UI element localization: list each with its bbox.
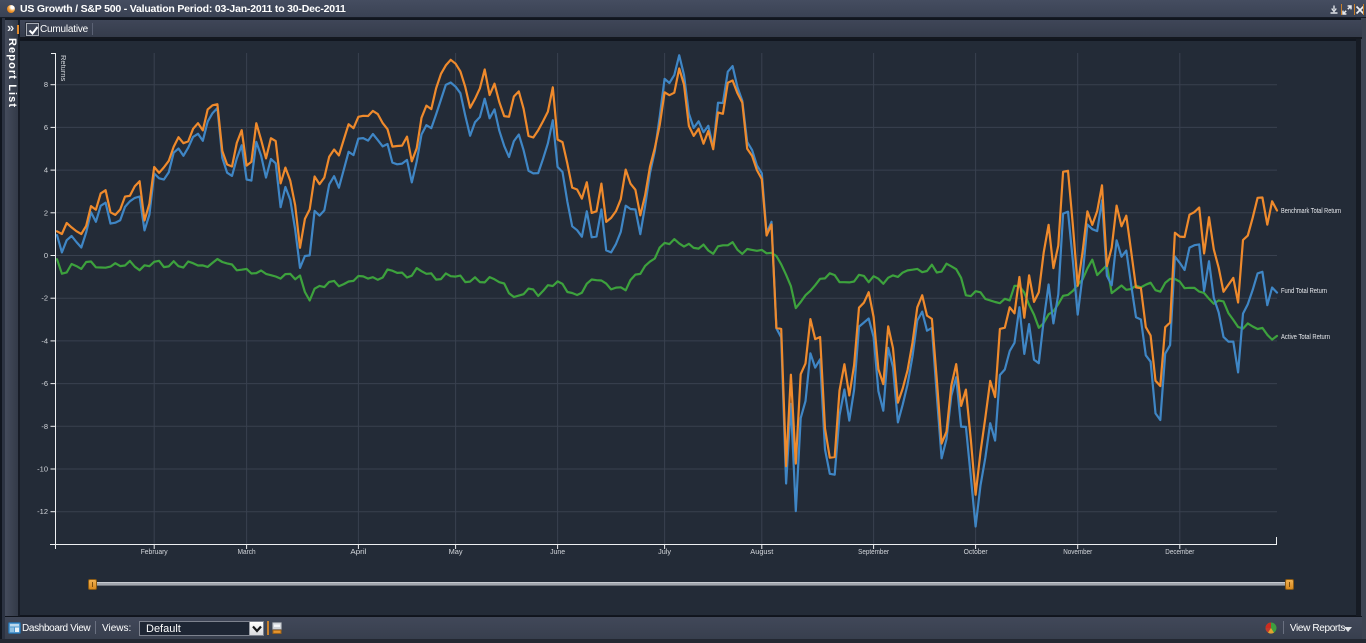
svg-text:-8: -8 [41,422,48,431]
svg-text:October: October [964,547,988,556]
svg-text:0: 0 [44,251,48,260]
svg-text:August: August [750,547,774,556]
svg-text:2: 2 [44,208,48,217]
svg-text:November: November [1063,547,1092,556]
svg-text:-2: -2 [41,294,48,303]
svg-text:-10: -10 [37,465,48,474]
svg-text:8: 8 [44,80,48,89]
svg-text:-6: -6 [41,379,48,388]
svg-text:Active Total Return: Active Total Return [1281,334,1330,341]
svg-text:4: 4 [44,166,48,175]
svg-text:May: May [449,547,463,556]
svg-text:Benchmark Total Return: Benchmark Total Return [1281,208,1341,215]
svg-text:Returns: Returns [59,55,68,82]
svg-text:July: July [658,547,671,556]
svg-text:-4: -4 [41,336,48,345]
svg-text:April: April [350,547,366,556]
svg-text:-12: -12 [37,507,48,516]
svg-text:December: December [1165,547,1194,556]
svg-text:June: June [550,547,565,556]
svg-text:September: September [858,547,889,556]
svg-text:Fund Total Return: Fund Total Return [1281,288,1327,295]
svg-text:6: 6 [44,123,48,132]
svg-text:February: February [141,547,168,556]
svg-text:March: March [238,547,256,556]
